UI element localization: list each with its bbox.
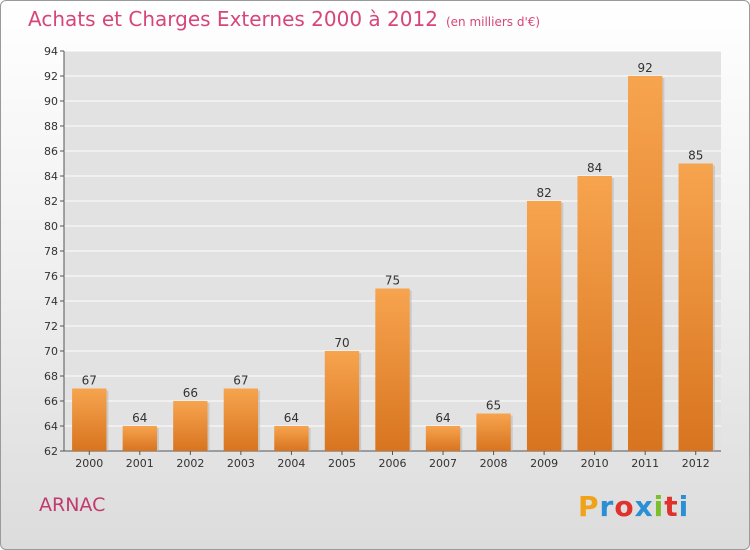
bar	[122, 426, 157, 451]
logo-letter: t	[664, 490, 679, 523]
y-tick-label: 90	[44, 95, 58, 108]
bar	[628, 76, 663, 451]
x-tick-label: 2006	[379, 457, 407, 470]
bar	[425, 426, 461, 451]
y-tick-label: 66	[44, 395, 58, 408]
x-tick-label: 2012	[682, 457, 710, 470]
bar-value-label: 85	[688, 149, 703, 163]
bar	[526, 201, 562, 451]
bar	[577, 176, 612, 451]
y-tick-label: 70	[44, 345, 58, 358]
y-tick-label: 64	[44, 420, 58, 433]
logo-letter: r	[599, 490, 615, 523]
y-tick-label: 94	[44, 45, 58, 58]
y-tick-label: 72	[44, 320, 58, 333]
chart-title: Achats et Charges Externes 2000 à 2012 (e…	[28, 7, 540, 31]
x-tick-label: 2007	[429, 457, 457, 470]
chart-title-text: Achats et Charges Externes 2000 à 2012	[28, 7, 438, 31]
y-tick-label: 78	[44, 245, 58, 258]
y-tick-label: 68	[44, 370, 58, 383]
x-tick-label: 2005	[328, 457, 356, 470]
x-tick-label: 2002	[176, 457, 204, 470]
bar-value-label: 64	[284, 411, 299, 425]
bar	[324, 351, 360, 451]
bar	[173, 401, 208, 451]
bar-value-label: 70	[334, 336, 349, 350]
bar-value-label: 64	[435, 411, 450, 425]
bar-value-label: 67	[233, 374, 248, 388]
bar	[274, 426, 309, 451]
y-tick-label: 82	[44, 195, 58, 208]
x-tick-label: 2004	[277, 457, 305, 470]
logo-letter: i	[653, 490, 665, 523]
bar-value-label: 67	[82, 374, 97, 388]
bar-value-label: 64	[132, 411, 147, 425]
x-tick-label: 2000	[75, 457, 103, 470]
y-tick-label: 84	[44, 170, 58, 183]
chart-subtitle: (en milliers d'€)	[445, 15, 541, 29]
logo-letter: o	[614, 490, 635, 523]
bar	[476, 413, 511, 451]
bar-value-label: 66	[183, 386, 198, 400]
logo-letter: x	[634, 490, 654, 523]
y-tick-label: 92	[44, 70, 58, 83]
x-tick-label: 2003	[227, 457, 255, 470]
proxiti-logo: Proxiti	[578, 490, 689, 523]
bar-value-label: 84	[587, 161, 602, 175]
bar-value-label: 82	[536, 186, 551, 200]
y-tick-label: 76	[44, 270, 58, 283]
x-tick-label: 2001	[126, 457, 154, 470]
x-tick-label: 2009	[530, 457, 558, 470]
y-tick-label: 86	[44, 145, 58, 158]
x-tick-label: 2011	[631, 457, 659, 470]
y-tick-label: 80	[44, 220, 58, 233]
bar	[375, 288, 410, 451]
bar	[223, 388, 259, 451]
logo-letter: P	[578, 490, 600, 523]
y-tick-label: 74	[44, 295, 58, 308]
bar-value-label: 65	[486, 399, 501, 413]
location-label: ARNAC	[39, 494, 106, 516]
x-tick-label: 2008	[480, 457, 508, 470]
bar-value-label: 92	[638, 61, 653, 75]
y-tick-label: 88	[44, 120, 58, 133]
logo-letter: i	[678, 490, 690, 523]
bar	[72, 388, 107, 451]
x-tick-label: 2010	[581, 457, 609, 470]
bar-value-label: 75	[385, 274, 400, 288]
y-tick-label: 62	[44, 445, 58, 458]
bar	[678, 163, 713, 451]
